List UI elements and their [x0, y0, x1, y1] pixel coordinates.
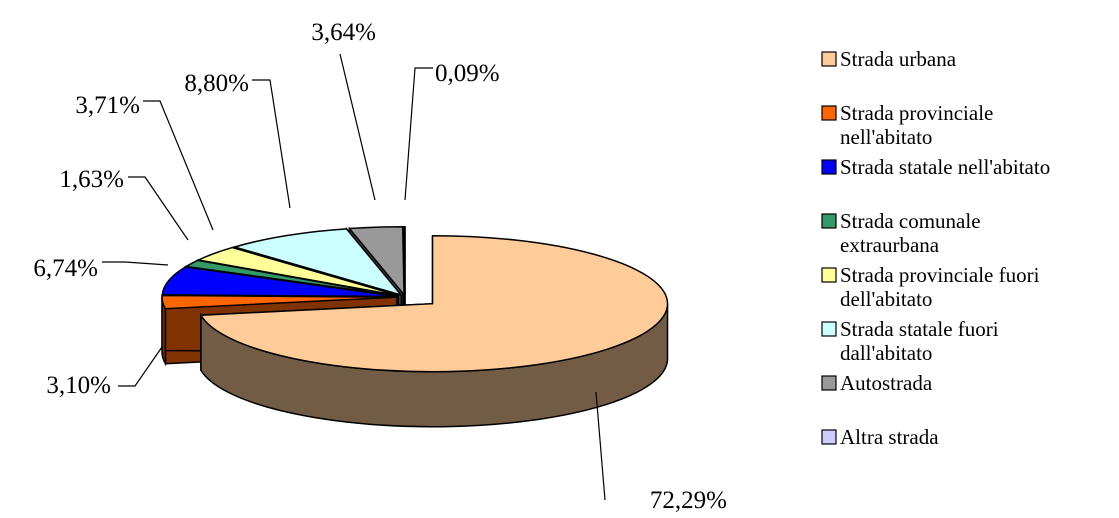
data-label-strada-provinciale-nell-abitato: 3,10%: [46, 372, 111, 399]
legend-label: nell'abitato: [840, 125, 932, 149]
data-label-autostrada: 3,64%: [311, 19, 376, 46]
pie-slice-strada-statale-fuori-dall-abitato: [231, 228, 404, 297]
legend-label: Strada provinciale fuori: [840, 263, 1040, 287]
legend-label: Strada statale nell'abitato: [840, 155, 1050, 179]
leader-line: [339, 53, 376, 201]
legend-label: Strada comunale: [840, 209, 981, 233]
leader-lines: [102, 53, 606, 501]
legend-swatch: [821, 429, 837, 445]
legend-swatch: [821, 51, 837, 67]
data-label-strada-comunale-extraurbana: 1,63%: [59, 166, 124, 193]
data-label-strada-statale-nell-abitato: 6,74%: [33, 255, 98, 282]
data-label-altra-strada: 0,09%: [435, 60, 500, 87]
pie-slice-strada-urbana: [199, 234, 669, 373]
legend-label: Strada statale fuori: [840, 317, 999, 341]
leader-line: [128, 176, 189, 241]
legend-label: extraurbana: [840, 233, 940, 257]
legend-swatch: [821, 267, 837, 283]
legend: Strada urbana Strada provincialenell'abit…: [821, 47, 1050, 449]
legend-item-autostrada: Autostrada: [821, 371, 933, 395]
pie-slice-autostrada: [347, 225, 405, 297]
legend-item-altra-strada: Altra strada: [821, 425, 939, 449]
legend-label: Strada urbana: [840, 47, 957, 71]
legend-label: dall'abitato: [840, 341, 932, 365]
data-label-strada-statale-fuori-dall-abitato: 8,80%: [184, 70, 249, 97]
legend-item-strada-urbana: Strada urbana: [821, 47, 957, 71]
pie-slice-strada-provinciale-fuori-dell-abitato: [195, 246, 399, 297]
legend-swatch: [821, 159, 837, 175]
legend-label: Altra strada: [840, 425, 939, 449]
leader-line: [118, 346, 163, 387]
pie-tops: [161, 225, 669, 373]
data-label-strada-provinciale-fuori-dell-abitato: 3,71%: [75, 92, 140, 119]
data-labels: 72,29% 3,10% 6,74% 1,63% 3,71% 8,80% 3,64% 0,09…: [33, 19, 727, 514]
leader-line: [404, 67, 433, 201]
legend-swatch: [821, 375, 837, 391]
leader-line: [143, 100, 214, 231]
legend-label: dell'abitato: [840, 287, 932, 311]
leader-line: [595, 391, 606, 501]
pie-slice-altra-strada: [402, 225, 406, 295]
legend-swatch: [821, 105, 837, 121]
legend-item-strada-statale-nell-abitato: Strada statale nell'abitato: [821, 155, 1050, 179]
legend-label: Autostrada: [840, 371, 933, 395]
leader-line: [252, 79, 291, 209]
legend-swatch: [821, 213, 837, 229]
legend-swatch: [821, 321, 837, 337]
data-label-strada-urbana: 72,29%: [650, 487, 727, 514]
legend-label: Strada provinciale: [840, 101, 993, 125]
leader-line: [102, 261, 169, 266]
